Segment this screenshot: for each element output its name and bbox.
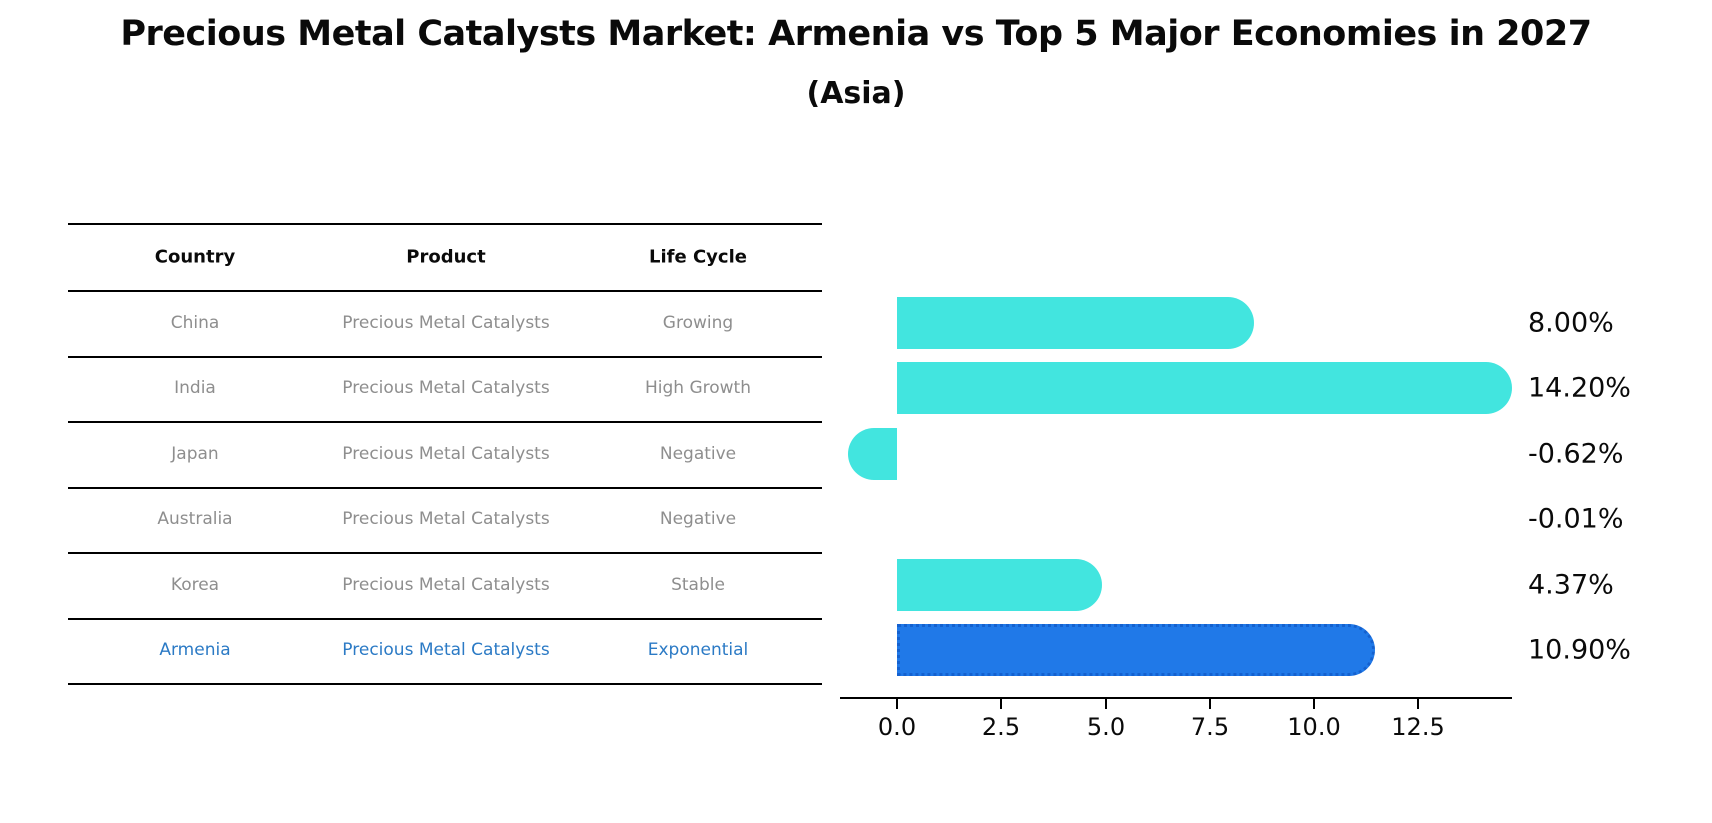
x-axis-tick [1105,699,1107,709]
x-axis-tick [896,699,898,709]
data-bar-india [897,362,1512,414]
table-rule [68,487,822,489]
table-cell-life_cycle: Negative [659,509,737,529]
table-cell-country: Australia [157,509,233,529]
data-bar-japan [848,428,897,480]
page-subtitle: (Asia) [806,76,906,111]
bar-value-label: 14.20% [1528,372,1631,404]
table-rule [68,618,822,620]
column-header: Country [154,246,236,268]
x-axis-tick [1417,699,1419,709]
data-bar-korea [897,559,1102,611]
bar-value-label: -0.62% [1528,438,1624,470]
table-rule [68,552,822,554]
table-cell-life_cycle: Negative [659,444,737,464]
table-cell-country: Armenia [159,640,231,660]
x-axis-tick [1000,699,1002,709]
table-cell-life_cycle: High Growth [644,378,752,398]
x-axis-tick-label: 12.5 [1391,713,1445,741]
table-rule [68,356,822,358]
x-axis-tick [1313,699,1315,709]
table-rule [68,683,822,685]
bar-value-label: 4.37% [1528,569,1614,601]
table-cell-product: Precious Metal Catalysts [342,313,550,333]
bar-value-label: 8.00% [1528,307,1614,339]
table-cell-life_cycle: Stable [671,575,725,595]
x-axis-line [840,697,1512,699]
table-cell-product: Precious Metal Catalysts [342,444,550,464]
column-header: Life Cycle [649,246,747,268]
bar-value-label: 10.90% [1528,634,1631,666]
x-axis-tick [1209,699,1211,709]
x-axis-tick-label: 2.5 [981,713,1021,741]
x-axis-tick-label: 7.5 [1190,713,1230,741]
table-rule [68,421,822,423]
bar-value-label: -0.01% [1528,503,1624,535]
table-cell-life_cycle: Growing [662,313,734,333]
column-header: Product [406,246,486,268]
table-cell-country: India [174,378,216,398]
table-cell-product: Precious Metal Catalysts [342,640,550,660]
table-rule [68,223,822,225]
data-bar-china [897,297,1254,349]
page-title: Precious Metal Catalysts Market: Armenia… [120,14,1592,54]
table-cell-product: Precious Metal Catalysts [342,509,550,529]
table-cell-country: Korea [170,575,220,595]
table-cell-country: Japan [171,444,219,464]
x-axis-tick-label: 10.0 [1287,713,1341,741]
table-cell-life_cycle: Exponential [647,640,749,660]
table-cell-country: China [170,313,220,333]
x-axis-tick-label: 0.0 [877,713,917,741]
table-cell-product: Precious Metal Catalysts [342,378,550,398]
x-axis-tick-label: 5.0 [1086,713,1126,741]
table-cell-product: Precious Metal Catalysts [342,575,550,595]
data-bar-armenia [897,624,1375,676]
table-rule [68,290,822,292]
